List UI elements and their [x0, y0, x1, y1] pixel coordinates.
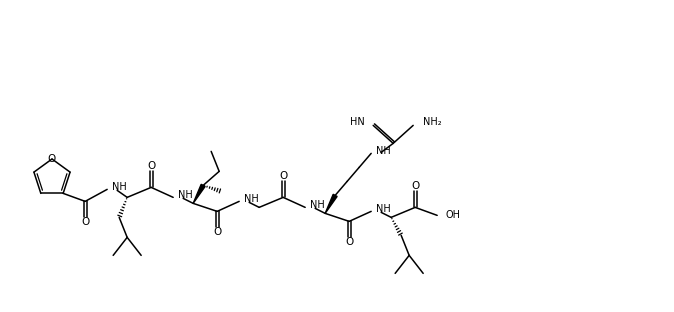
Text: NH: NH — [112, 183, 127, 193]
Text: OH: OH — [445, 210, 460, 220]
Text: NH: NH — [244, 194, 259, 204]
Text: NH: NH — [376, 146, 391, 156]
Text: NH₂: NH₂ — [423, 117, 441, 127]
Text: O: O — [213, 227, 221, 237]
Text: O: O — [147, 161, 155, 171]
Text: NH: NH — [376, 204, 391, 214]
Text: O: O — [411, 181, 419, 191]
Text: O: O — [48, 154, 56, 164]
Text: HN: HN — [350, 117, 365, 127]
Text: NH: NH — [178, 190, 193, 200]
Text: O: O — [279, 171, 287, 181]
Text: NH: NH — [310, 200, 325, 210]
Polygon shape — [325, 194, 337, 213]
Text: O: O — [81, 217, 89, 227]
Polygon shape — [193, 184, 205, 203]
Text: O: O — [345, 237, 353, 247]
